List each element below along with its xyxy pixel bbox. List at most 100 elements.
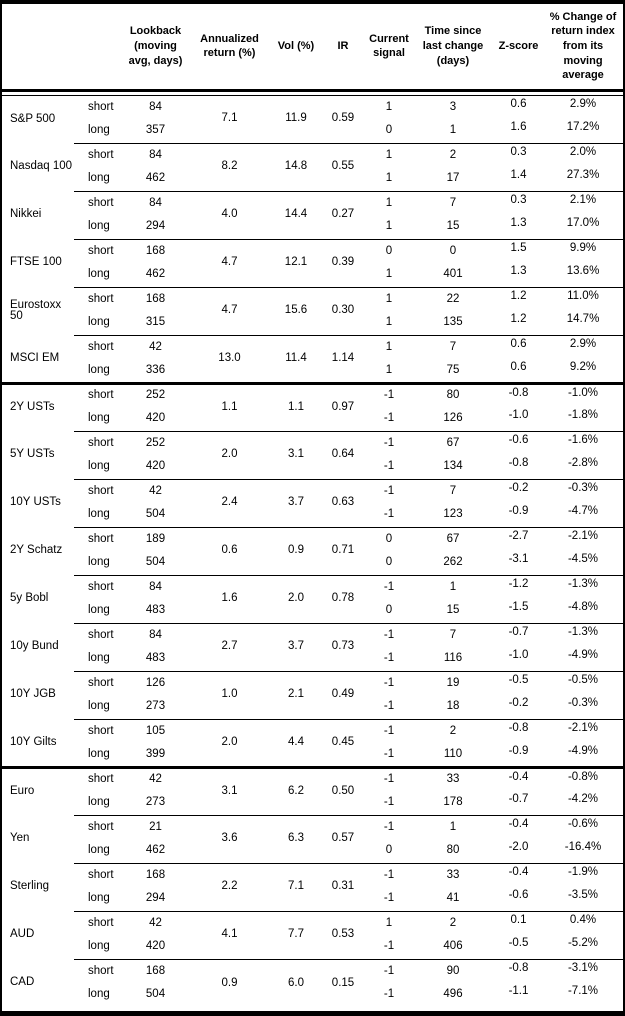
- days-since-change-cell: 19: [412, 670, 494, 695]
- lookback-cell: 420: [145, 940, 166, 952]
- pct-change-cell: -7.1%: [567, 985, 599, 997]
- lookback-cell: 420: [145, 460, 166, 472]
- current-signal-cell: -1: [366, 574, 412, 599]
- period-cell: long: [88, 124, 110, 136]
- pct-change-cell: -1.9%: [543, 862, 623, 887]
- zscore-cell: 1.2: [494, 286, 543, 311]
- pct-change-cell: -1.6%: [543, 430, 623, 455]
- vol-cell: 6.0: [272, 958, 320, 1007]
- period-cell: long: [88, 844, 110, 856]
- ir-cell: 1.14: [320, 334, 366, 383]
- zscore-cell: -2.0: [508, 841, 529, 853]
- period-cell: short: [74, 574, 124, 599]
- zscore-cell: -3.1: [508, 553, 529, 565]
- pct-change-cell: 17.0%: [566, 217, 600, 229]
- asset-name-cell: Eurostoxx 50: [10, 298, 62, 322]
- asset-name-cell: 5Y USTs: [10, 448, 55, 461]
- annualized-return-cell: 1.6: [187, 574, 272, 623]
- annualized-return-cell: 7.1: [187, 94, 272, 143]
- lookback-cell: 273: [145, 796, 166, 808]
- zscore-cell: 0.1: [494, 910, 543, 935]
- ir-cell: 0.31: [320, 862, 366, 911]
- period-cell: short: [74, 862, 124, 887]
- lookback-cell: 42: [124, 910, 187, 935]
- vol-cell: 7.7: [272, 910, 320, 959]
- period-cell: long: [88, 460, 110, 472]
- lookback-cell: 252: [124, 430, 187, 455]
- lookback-cell: 42: [124, 334, 187, 359]
- current-signal-cell: -1: [383, 940, 395, 952]
- asset-row-long: long 357 0 1 1.6 17.2%: [2, 119, 623, 143]
- period-cell: long: [88, 556, 110, 568]
- current-signal-cell: 1: [366, 94, 412, 119]
- table-body: S&P 500 short 84 7.1 11.9 0.59 1 3 0.6 2.9% long 35…: [2, 94, 623, 1007]
- lookback-cell: 462: [145, 268, 166, 280]
- lookback-cell: 168: [124, 238, 187, 263]
- annualized-return-cell: 3.6: [187, 814, 272, 863]
- annualized-return-cell: 4.7: [187, 238, 272, 287]
- pct-change-cell: -2.1%: [543, 526, 623, 551]
- annualized-return-cell: 2.0: [187, 430, 272, 479]
- ir-cell: 0.30: [320, 286, 366, 335]
- zscore-cell: -0.7: [494, 622, 543, 647]
- zscore-cell: -1.2: [494, 574, 543, 599]
- pct-change-cell: 2.0%: [543, 142, 623, 167]
- col-header-time-since-last-change: Time since last change (days): [422, 25, 484, 67]
- pct-change-cell: -3.1%: [543, 958, 623, 983]
- zscore-cell: 1.3: [510, 217, 527, 229]
- ir-cell: 0.97: [320, 381, 366, 431]
- asset-row-short: CAD short 168 0.9 6.0 0.15 -1 90 -0.8 -3.1%: [2, 958, 623, 1007]
- col-header-annualized-return: Annualized return (%): [200, 32, 259, 60]
- zscore-cell: -0.9: [508, 745, 529, 757]
- asset-row-short: Sterling short 168 2.2 7.1 0.31 -1 33 -0.4 -1.9%: [2, 862, 623, 911]
- pct-change-cell: -0.5%: [543, 670, 623, 695]
- period-cell: short: [74, 286, 124, 311]
- pct-change-cell: -1.0%: [543, 381, 623, 407]
- asset-row-long: long 294 1 15 1.3 17.0%: [2, 215, 623, 239]
- pct-change-cell: -4.9%: [567, 649, 599, 661]
- asset-row-short: Yen short 21 3.6 6.3 0.57 -1 1 -0.4 -0.6%: [2, 814, 623, 863]
- asset-row-short: 10Y JGB short 126 1.0 2.1 0.49 -1 19 -0.5 -0.5%: [2, 670, 623, 719]
- pct-change-cell: -3.5%: [567, 889, 599, 901]
- vol-cell: 14.4: [272, 190, 320, 239]
- lookback-cell: 84: [124, 574, 187, 599]
- period-cell: short: [74, 94, 124, 119]
- zscore-cell: -1.5: [508, 601, 529, 613]
- zscore-cell: 1.5: [494, 238, 543, 263]
- current-signal-cell: -1: [366, 622, 412, 647]
- annualized-return-cell: 4.0: [187, 190, 272, 239]
- pct-change-cell: -2.1%: [543, 718, 623, 743]
- vol-cell: 6.2: [272, 765, 320, 815]
- period-cell: short: [74, 910, 124, 935]
- lookback-cell: 483: [145, 652, 166, 664]
- period-cell: short: [74, 334, 124, 359]
- current-signal-cell: 1: [366, 190, 412, 215]
- lookback-cell: 84: [124, 622, 187, 647]
- zscore-cell: -0.8: [494, 718, 543, 743]
- current-signal-cell: 0: [385, 124, 393, 136]
- ir-cell: 0.55: [320, 142, 366, 191]
- asset-row-short: AUD short 42 4.1 7.7 0.53 1 2 0.1 0.4%: [2, 910, 623, 959]
- pct-change-cell: 2.9%: [543, 94, 623, 119]
- col-header-vol: Vol (%): [277, 39, 315, 52]
- current-signal-cell: -1: [366, 814, 412, 839]
- period-cell: long: [88, 892, 110, 904]
- days-since-change-cell: 80: [412, 381, 494, 407]
- lookback-cell: 336: [145, 363, 166, 376]
- days-since-change-cell: 401: [443, 268, 463, 280]
- current-signal-cell: -1: [383, 460, 395, 472]
- period-cell: long: [88, 747, 110, 760]
- asset-row-short: 10Y Gilts short 105 2.0 4.4 0.45 -1 2 -0.8 -2.1%: [2, 718, 623, 767]
- days-since-change-cell: 116: [443, 652, 463, 664]
- asset-name-cell: 2Y Schatz: [10, 544, 63, 557]
- days-since-change-cell: 1: [412, 574, 494, 599]
- asset-row-short: S&P 500 short 84 7.1 11.9 0.59 1 3 0.6 2.9%: [2, 94, 623, 143]
- current-signal-cell: -1: [366, 958, 412, 983]
- zscore-cell: 1.3: [510, 265, 527, 277]
- zscore-cell: -0.4: [494, 814, 543, 839]
- days-since-change-cell: 80: [446, 844, 460, 856]
- asset-row-long: long 273 -1 178 -0.7 -4.2%: [2, 791, 623, 815]
- header-row: Lookback (moving avg, days) Annualized r…: [2, 4, 623, 90]
- lookback-cell: 168: [124, 862, 187, 887]
- days-since-change-cell: 134: [443, 460, 463, 472]
